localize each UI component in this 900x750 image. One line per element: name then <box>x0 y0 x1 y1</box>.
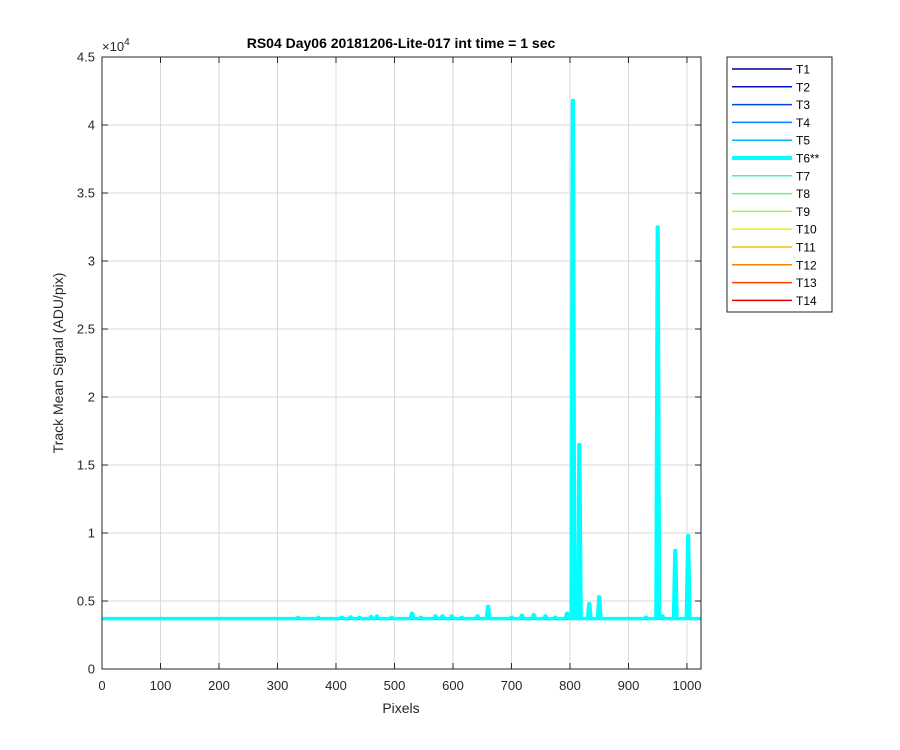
legend-label: T6** <box>796 152 820 166</box>
y-tick-label: 1.5 <box>77 458 95 473</box>
y-tick-label: 4.5 <box>77 50 95 65</box>
x-axis-label: Pixels <box>382 700 419 716</box>
legend-label: T13 <box>796 276 817 290</box>
x-tick-label: 900 <box>618 678 640 693</box>
legend-box <box>726 56 833 313</box>
legend-label: T3 <box>796 98 810 112</box>
x-axis-ticks: 0 100 200 300 400 500 600 700 800 900 1000 <box>98 57 701 693</box>
y-tick-label: 0.5 <box>77 594 95 609</box>
plot-frame <box>101 56 702 670</box>
legend-label: T14 <box>796 294 817 308</box>
legend-label: T9 <box>796 205 810 219</box>
plot-area <box>102 57 701 669</box>
y-axis-label: Track Mean Signal (ADU/pix) <box>50 273 66 454</box>
y-axis-ticks: 0 0.5 1 1.5 2 2.5 3 3.5 4 4.5 <box>77 50 701 677</box>
y-tick-label: 0 <box>88 662 95 677</box>
y-tick-label: 3.5 <box>77 186 95 201</box>
legend-label: T7 <box>796 169 810 183</box>
y-tick-label: 1 <box>88 526 95 541</box>
x-tick-label: 0 <box>98 678 105 693</box>
x-tick-label: 600 <box>442 678 464 693</box>
chart-title: RS04 Day06 20181206-Lite-017 int time = … <box>247 35 556 51</box>
y-tick-label: 2.5 <box>77 322 95 337</box>
y-exponent-label: ×104 <box>102 37 130 54</box>
series-lines <box>102 98 701 621</box>
legend-label: T2 <box>796 80 810 94</box>
x-tick-label: 500 <box>384 678 406 693</box>
x-tick-label: 400 <box>325 678 347 693</box>
y-tick-label: 3 <box>88 254 95 269</box>
y-tick-label: 4 <box>88 118 95 133</box>
y-exponent-power: 4 <box>124 37 130 48</box>
x-tick-label: 800 <box>559 678 581 693</box>
y-tick-label: 2 <box>88 390 95 405</box>
legend-label: T4 <box>796 116 810 130</box>
x-tick-label: 300 <box>267 678 289 693</box>
x-tick-label: 200 <box>208 678 230 693</box>
y-exponent-base: ×10 <box>102 39 124 54</box>
x-tick-label: 700 <box>501 678 523 693</box>
x-tick-label: 1000 <box>673 678 702 693</box>
legend-label: T5 <box>796 134 810 148</box>
x-tick-label: 100 <box>150 678 172 693</box>
legend-label: T1 <box>796 63 810 77</box>
legend-label: T11 <box>796 241 816 255</box>
legend-label: T12 <box>796 258 817 272</box>
legend-items: T1 T2 T3 T4 T5 T6** T7 T8 T9 T10 T11 T12 T13 T14 <box>732 63 820 308</box>
legend: T1 T2 T3 T4 T5 T6** T7 T8 T9 T10 T11 T12 T13 T14 <box>726 56 833 313</box>
legend-label: T10 <box>796 223 817 237</box>
legend-label: T8 <box>796 187 810 201</box>
